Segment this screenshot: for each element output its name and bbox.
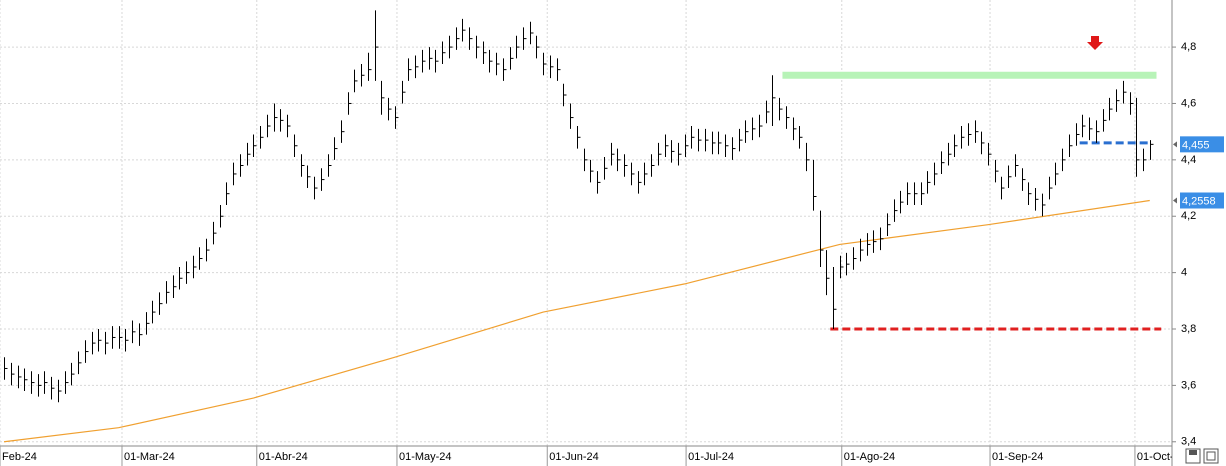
x-tick-label: Feb-24 <box>2 451 37 463</box>
x-tick-label: 01-Jul-24 <box>688 451 734 463</box>
value-tag <box>1180 192 1224 209</box>
value-tag <box>1180 136 1224 153</box>
y-tick-label: 4,8 <box>1181 41 1196 53</box>
x-tick-label: 01-Abr-24 <box>259 451 308 463</box>
value-tag-pointer <box>1173 197 1177 204</box>
moving-average <box>3 199 1150 443</box>
icon-settings-part <box>1206 451 1216 461</box>
value-tag-label: 4,2558 <box>1182 195 1216 207</box>
y-tick-label: 4,4 <box>1181 154 1196 166</box>
y-tick-label: 4,2 <box>1181 210 1196 222</box>
x-tick-label: 01-May-24 <box>399 451 452 463</box>
value-tag-pointer <box>1173 141 1177 148</box>
x-tick-label: 01-Sep-24 <box>992 451 1043 463</box>
plot-area <box>3 10 1162 443</box>
x-tick-label: 01-Mar-24 <box>124 451 175 463</box>
value-tag-label: 4,455 <box>1182 139 1210 151</box>
y-axis: 3,4 3,6 3,8 4 4,2 4,4 4,6 4,8 4,455 4,2558 <box>1172 41 1224 448</box>
x-axis: Feb-24 01-Mar-24 01-Abr-24 01-May-24 01-Jun-… <box>0 446 1186 466</box>
y-tick-label: 3,8 <box>1181 323 1196 335</box>
icon-settings[interactable] <box>1203 448 1219 464</box>
y-tick-label: 3,6 <box>1181 379 1196 391</box>
x-tick-label: 01-Ago-24 <box>844 451 895 463</box>
x-tick-label: 01-Jun-24 <box>549 451 599 463</box>
y-tick-label: 4,6 <box>1181 97 1196 109</box>
sell-arrow <box>1087 36 1103 50</box>
y-tick-label: 3,4 <box>1181 436 1196 448</box>
y-tick-label: 4 <box>1181 267 1187 279</box>
icon-save-part <box>1189 450 1197 455</box>
toolbar <box>1185 448 1219 464</box>
x-tick-label: 01-Oct-24 <box>1137 451 1186 463</box>
